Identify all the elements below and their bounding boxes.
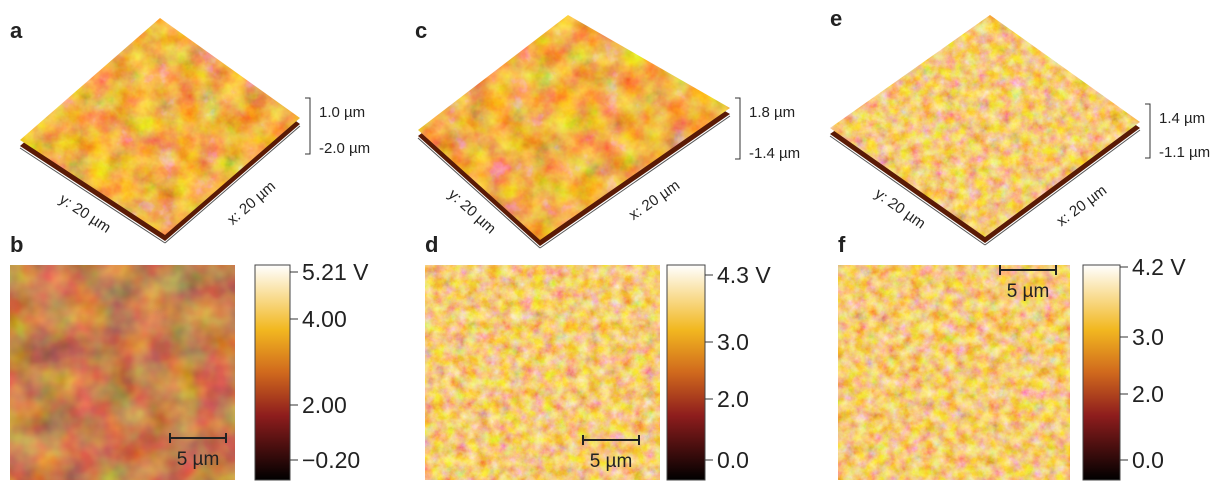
figure: ay: 20 µmx: 20 µm1.0 µm-2.0 µmcy: 20 µmx… [0,0,1223,485]
colorbar [1083,265,1120,480]
panel-label: b [10,232,23,257]
z-max-label: 1.0 µm [319,104,365,121]
colorbar-label: 0.0 [717,447,749,473]
scale-bar-label: 5 µm [590,451,633,472]
colorbar-label: 3.0 [1132,324,1164,350]
colorbar-label: 2.0 [717,386,749,412]
z-min-label: -1.1 µm [1159,144,1210,161]
x-axis-label: x: 20 µm [626,177,683,224]
scale-bar-label: 5 µm [1007,281,1050,302]
potential-map [425,265,660,480]
colorbar [667,265,705,480]
colorbar-label: 3.0 [717,329,749,355]
scale-bar-label: 5 µm [177,449,220,470]
x-axis-label: x: 20 µm [1054,182,1111,230]
colorbar-label: 4.2 V [1132,254,1186,280]
potential-map [10,265,235,480]
colorbar-label: 4.00 [302,306,347,332]
panel-label: d [425,232,438,257]
panel-label: e [830,6,842,31]
z-bracket [1145,104,1150,158]
colorbar-label: −0.20 [302,447,360,473]
x-axis-label: x: 20 µm [224,178,279,229]
colorbar-label: 2.0 [1132,381,1164,407]
z-min-label: -2.0 µm [319,140,370,157]
colorbar-label: 2.00 [302,392,347,418]
z-max-label: 1.8 µm [749,104,795,121]
z-bracket [305,98,310,154]
colorbar-label: 0.0 [1132,447,1164,473]
colorbar [255,265,290,480]
panel-label: f [838,232,846,257]
colorbar-label: 4.3 V [717,262,771,288]
panel-label: c [415,18,427,43]
z-max-label: 1.4 µm [1159,110,1205,127]
colorbar-label: 5.21 V [302,259,369,285]
panel-label: a [10,18,23,43]
z-min-label: -1.4 µm [749,145,800,162]
page: ay: 20 µmx: 20 µm1.0 µm-2.0 µmcy: 20 µmx… [0,0,1223,485]
z-bracket [735,98,740,159]
